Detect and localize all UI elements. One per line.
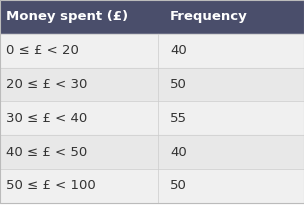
Bar (0, 135, 158, 169)
Bar (158, 0, 304, 34)
Bar (158, 169, 304, 203)
Bar (158, 135, 304, 169)
Bar (0, 68, 158, 101)
Text: 50: 50 (170, 179, 187, 192)
Text: 40: 40 (170, 44, 187, 57)
Text: 50: 50 (170, 78, 187, 91)
Bar (0, 169, 158, 203)
Bar (158, 34, 304, 68)
Text: Frequency: Frequency (170, 10, 248, 23)
Text: 0 ≤ £ < 20: 0 ≤ £ < 20 (6, 44, 79, 57)
Text: Money spent (£): Money spent (£) (6, 10, 128, 23)
Bar (0, 0, 158, 34)
Bar (158, 101, 304, 135)
Text: 40: 40 (170, 146, 187, 158)
Bar (0, 101, 158, 135)
Text: 30 ≤ £ < 40: 30 ≤ £ < 40 (6, 112, 87, 125)
Bar (0, 34, 158, 68)
Text: 20 ≤ £ < 30: 20 ≤ £ < 30 (6, 78, 88, 91)
Bar (158, 68, 304, 101)
Text: 55: 55 (170, 112, 187, 125)
Text: 40 ≤ £ < 50: 40 ≤ £ < 50 (6, 146, 87, 158)
Text: 50 ≤ £ < 100: 50 ≤ £ < 100 (6, 179, 96, 192)
